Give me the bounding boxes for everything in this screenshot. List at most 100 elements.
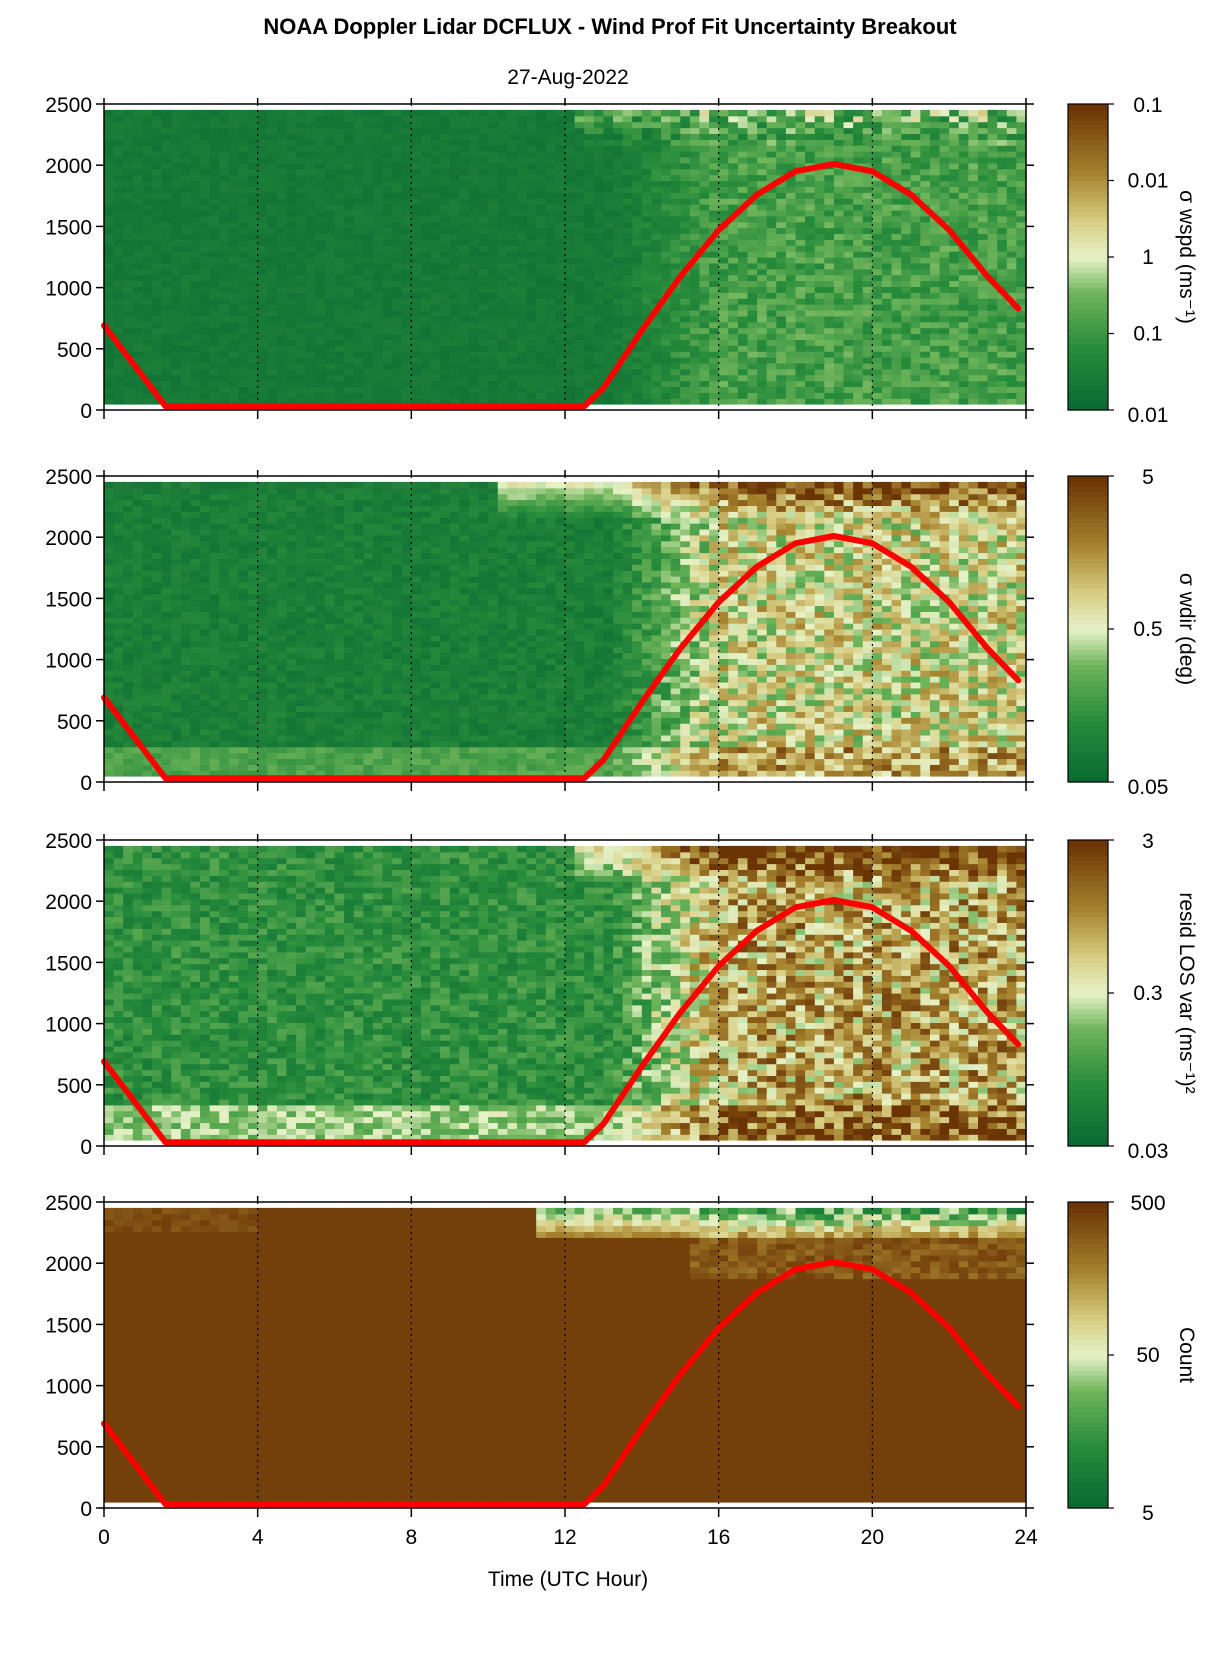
heatmap-cell: [449, 286, 460, 293]
heatmap-cell: [190, 362, 201, 370]
heatmap-cell: [468, 233, 480, 240]
heatmap-cell: [555, 227, 566, 235]
heatmap-cell: [257, 339, 268, 346]
heatmap-cell: [411, 286, 422, 293]
heatmap-cell: [661, 109, 672, 117]
heatmap-cell: [257, 374, 268, 382]
heatmap-cell: [152, 239, 163, 246]
heatmap-cell: [459, 221, 470, 229]
heatmap-cell: [958, 333, 969, 340]
heatmap-cell: [276, 109, 288, 117]
heatmap-cell: [901, 345, 912, 352]
heatmap-cell: [680, 380, 691, 388]
heatmap-cell: [152, 368, 163, 376]
heatmap-cell: [632, 133, 643, 140]
heatmap-cell: [929, 192, 941, 199]
heatmap-cell: [286, 268, 297, 276]
heatmap-cell: [305, 233, 316, 240]
heatmap-cell: [219, 168, 230, 176]
heatmap-cell: [161, 245, 172, 252]
heatmap-cell: [737, 180, 749, 187]
heatmap-cell: [603, 215, 614, 223]
heatmap-cell: [622, 151, 633, 158]
heatmap-cell: [305, 245, 316, 252]
heatmap-cell: [353, 115, 364, 123]
heatmap-cell: [276, 333, 288, 340]
heatmap-cell: [286, 286, 297, 293]
heatmap-cell: [478, 292, 489, 299]
heatmap-cell: [881, 309, 893, 317]
heatmap-cell: [516, 345, 528, 352]
heatmap-cell: [113, 227, 124, 235]
y-tick-label: 1500: [45, 216, 92, 239]
heatmap-cell: [248, 127, 259, 135]
heatmap-cell: [123, 309, 134, 317]
heatmap-cell: [987, 298, 998, 305]
heatmap-cell: [180, 162, 192, 170]
heatmap-cell: [142, 162, 153, 170]
heatmap-cell: [968, 292, 979, 299]
heatmap-cell: [123, 245, 134, 252]
heatmap-cell: [104, 139, 115, 146]
heatmap-cell: [161, 368, 172, 376]
heatmap-cell: [459, 156, 470, 164]
heatmap-cell: [747, 215, 758, 223]
heatmap-cell: [219, 392, 230, 399]
heatmap-cell: [488, 286, 499, 293]
heatmap-cell: [334, 362, 345, 370]
heatmap-cell: [344, 198, 355, 205]
heatmap-cell: [920, 333, 931, 340]
heatmap-cell: [171, 109, 182, 117]
heatmap-cell: [709, 115, 720, 123]
heatmap-cell: [766, 239, 777, 246]
heatmap-cell: [987, 327, 998, 335]
heatmap-cell: [219, 357, 230, 364]
heatmap-cell: [104, 374, 115, 382]
heatmap-cell: [104, 646, 115, 654]
heatmap-cell: [190, 198, 201, 205]
heatmap-cell: [382, 221, 393, 229]
heatmap-cell: [392, 321, 403, 329]
heatmap-cell: [449, 280, 460, 288]
heatmap-cell: [516, 292, 528, 299]
heatmap-cell: [132, 168, 144, 176]
heatmap-cell: [987, 362, 998, 370]
heatmap-cell: [584, 333, 595, 340]
heatmap-cell: [344, 274, 355, 282]
heatmap-cell: [689, 221, 701, 229]
heatmap-cell: [180, 239, 192, 246]
heatmap-cell: [651, 174, 662, 182]
heatmap-cell: [238, 333, 249, 340]
heatmap-cell: [728, 180, 739, 187]
heatmap-cell: [565, 374, 576, 382]
heatmap-cell: [190, 156, 201, 164]
heatmap-cell: [449, 180, 460, 187]
heatmap-cell: [315, 192, 326, 199]
heatmap-cell: [392, 209, 403, 217]
heatmap-cell: [881, 251, 893, 258]
heatmap-cell: [805, 145, 816, 152]
heatmap-cell: [814, 251, 825, 258]
heatmap-cell: [392, 362, 403, 370]
heatmap-cell: [651, 139, 662, 146]
heatmap-cell: [920, 180, 931, 187]
heatmap-cell: [747, 304, 758, 311]
heatmap-cell: [363, 304, 374, 311]
heatmap-cell: [757, 168, 768, 176]
heatmap-cell: [593, 151, 605, 158]
heatmap-cell: [507, 115, 518, 123]
heatmap-cell: [814, 239, 825, 246]
heatmap-cell: [689, 239, 701, 246]
heatmap-cell: [747, 121, 758, 129]
heatmap-cell: [929, 127, 941, 135]
heatmap-cell: [104, 368, 115, 376]
heatmap-cell: [661, 262, 672, 270]
heatmap-cell: [276, 133, 288, 140]
heatmap-cell: [488, 156, 499, 164]
heatmap-cell: [459, 115, 470, 123]
heatmap-cell: [872, 156, 883, 164]
heatmap-cell: [248, 374, 259, 382]
heatmap-cell: [516, 327, 528, 335]
heatmap-cell: [104, 304, 115, 311]
heatmap-cell: [747, 139, 758, 146]
